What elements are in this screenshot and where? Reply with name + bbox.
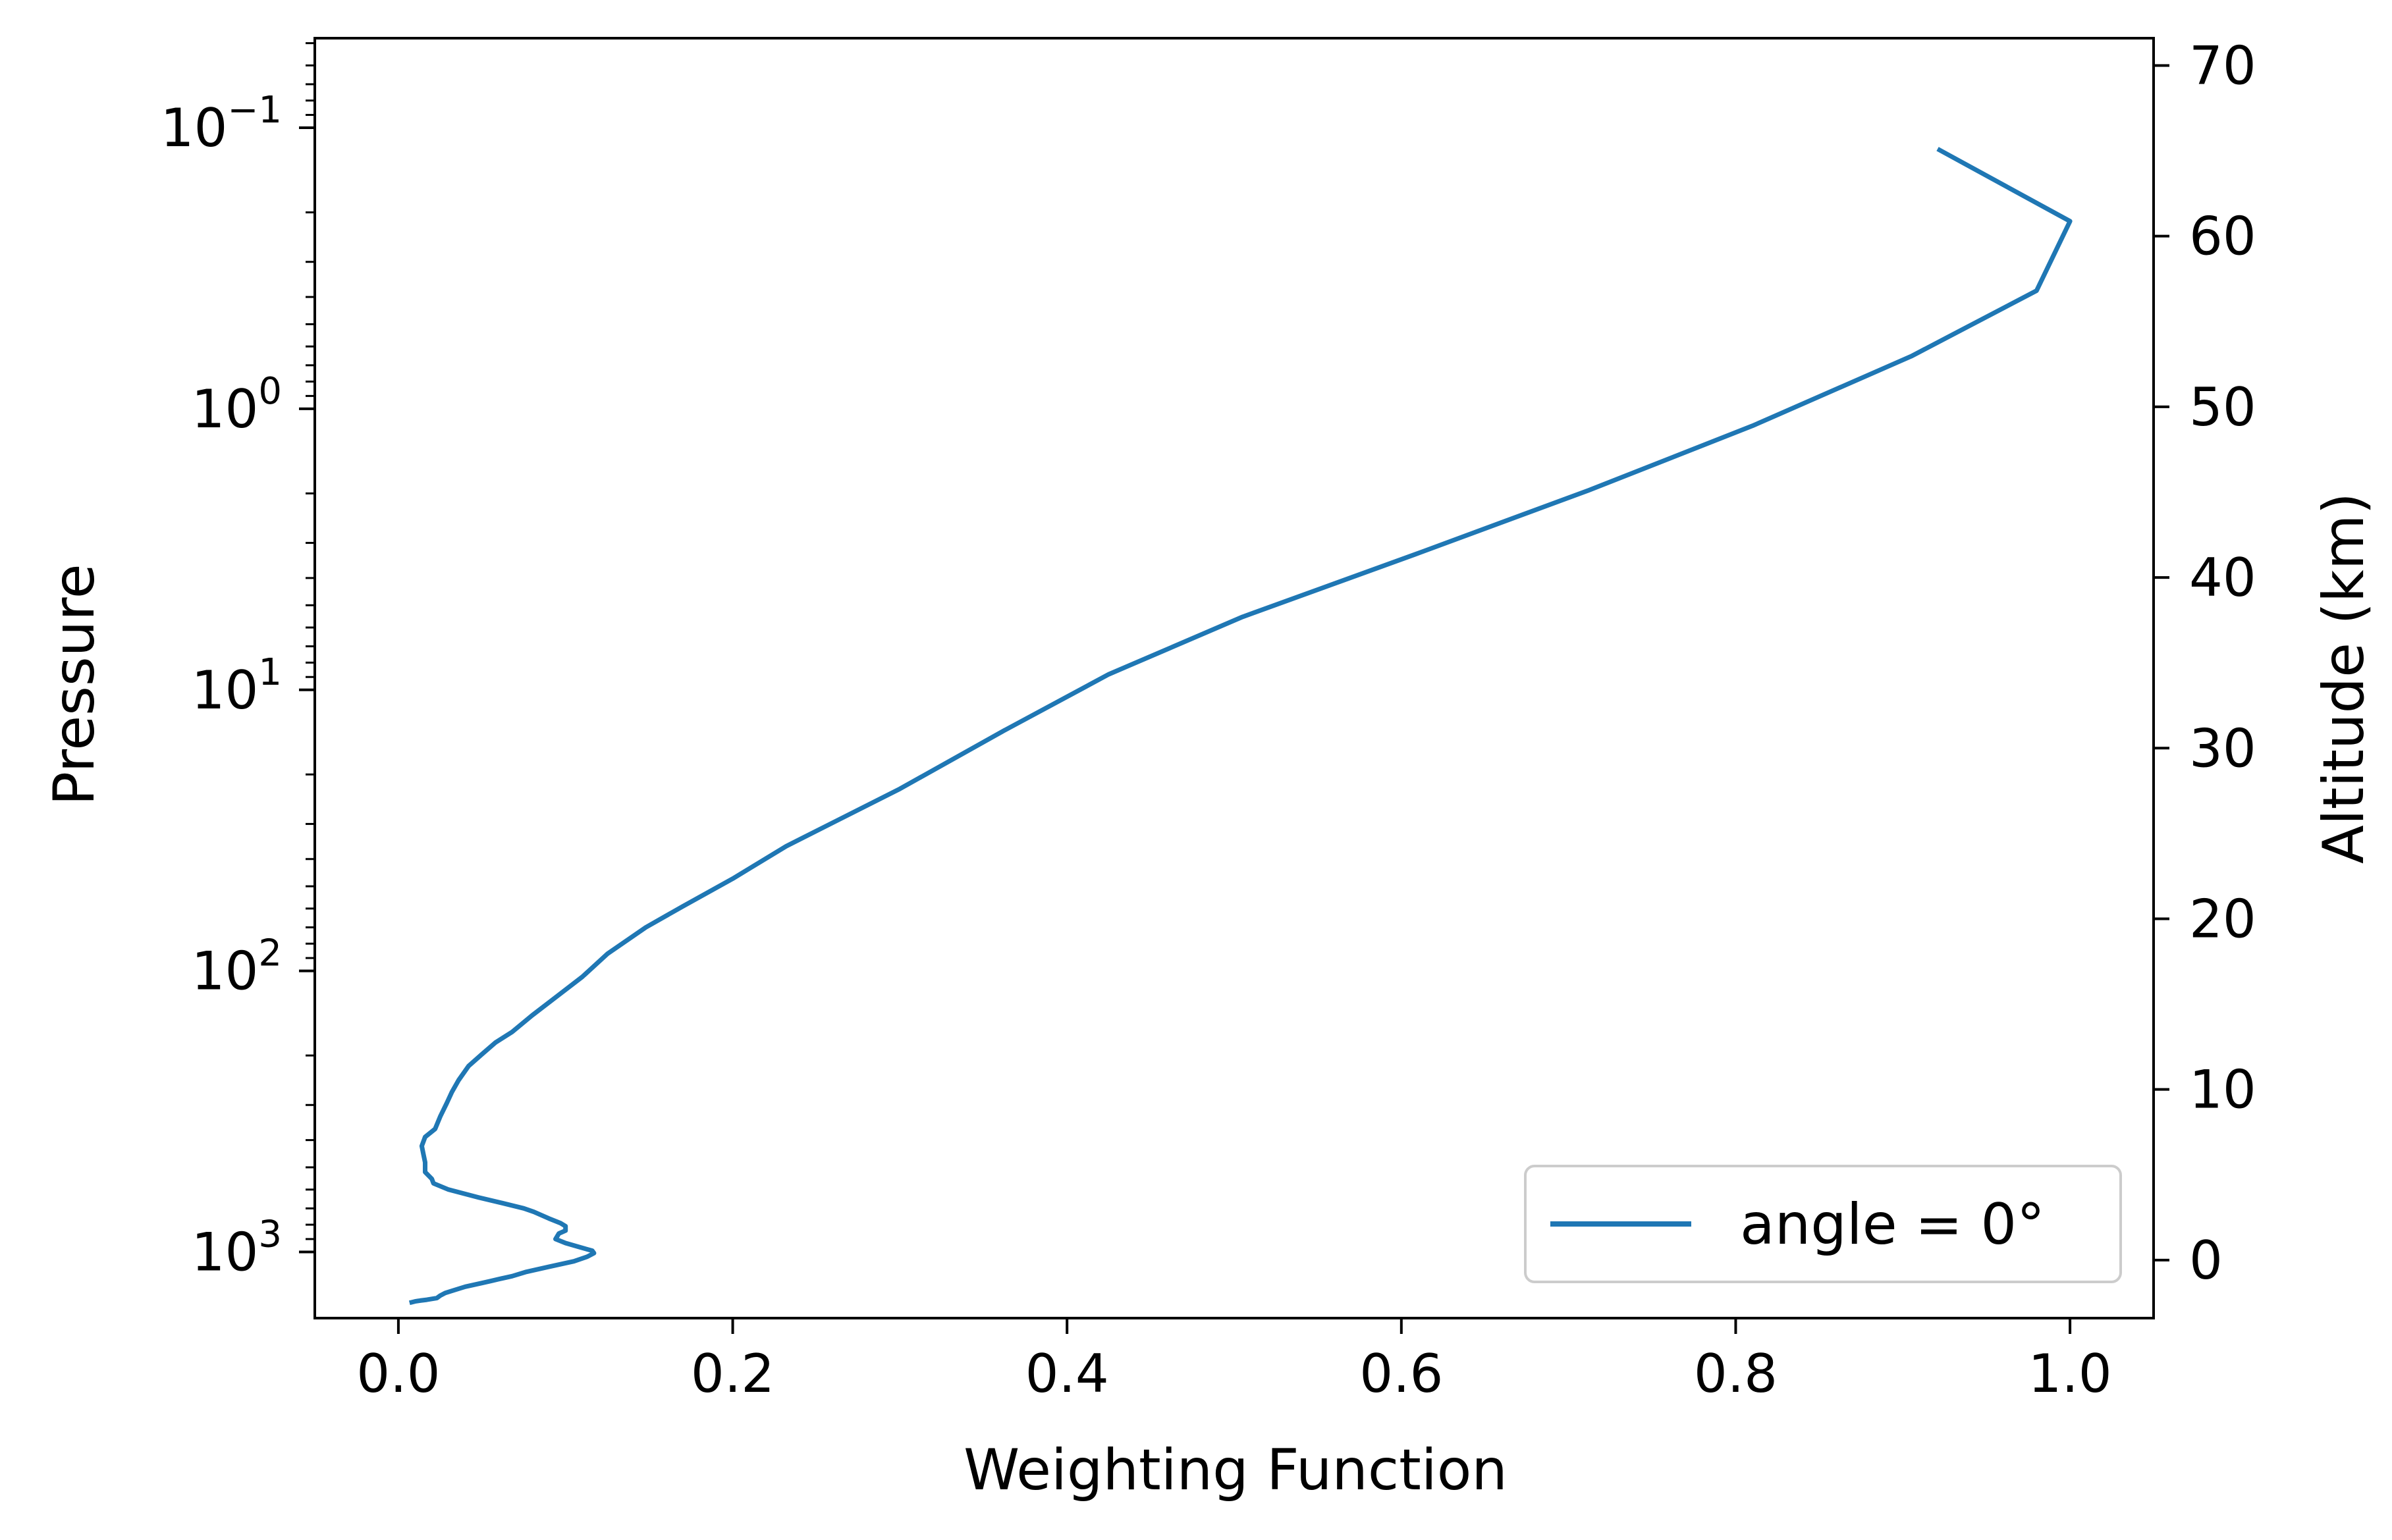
y-tick-label: 100 bbox=[192, 370, 282, 440]
y-tick-label: 10−1 bbox=[161, 89, 282, 159]
x-tick-label: 0.2 bbox=[691, 1343, 775, 1404]
y-right-tick-label: 30 bbox=[2189, 718, 2256, 779]
x-tick-label: 0.6 bbox=[1359, 1343, 1443, 1404]
y-right-tick-label: 20 bbox=[2189, 888, 2256, 949]
y-right-tick-label: 40 bbox=[2189, 547, 2256, 608]
x-tick-label: 0.0 bbox=[356, 1343, 440, 1404]
y-tick-label: 101 bbox=[192, 651, 282, 721]
legend: angle = 0° bbox=[1524, 1165, 2122, 1283]
y-right-tick-label: 60 bbox=[2189, 206, 2256, 267]
plot-border bbox=[313, 37, 2155, 1319]
x-tick-label: 1.0 bbox=[2028, 1343, 2111, 1404]
series-layer bbox=[408, 147, 2073, 1306]
x-tick-label: 0.4 bbox=[1025, 1343, 1109, 1404]
plot-frame bbox=[313, 37, 2155, 1319]
x-axis: 0.0 0.2 0.4 0.6 0.8 1.0 bbox=[356, 1318, 2112, 1404]
y-right-tick-label: 10 bbox=[2189, 1059, 2256, 1121]
y-axis-pressure: 10−1 100 101 102 103 bbox=[161, 42, 315, 1283]
y-axis-altitude: 0 10 20 30 40 50 60 70 bbox=[2154, 35, 2256, 1291]
legend-entry-label: angle = 0° bbox=[1740, 1192, 2045, 1258]
legend-box bbox=[1524, 1165, 2122, 1283]
y-axis-right-label: Altitude (km) bbox=[2311, 492, 2377, 864]
x-axis-label: Weighting Function bbox=[964, 1437, 1508, 1503]
y-axis-left-label: Pressure bbox=[41, 564, 107, 805]
y-tick-label: 102 bbox=[192, 932, 282, 1002]
y-tick-label: 103 bbox=[192, 1213, 282, 1283]
y-right-tick-label: 50 bbox=[2189, 377, 2256, 438]
x-tick-label: 0.8 bbox=[1694, 1343, 1778, 1404]
y-right-tick-label: 0 bbox=[2189, 1230, 2223, 1291]
series-line-0 bbox=[408, 147, 2073, 1306]
y-right-tick-label: 70 bbox=[2189, 35, 2256, 96]
